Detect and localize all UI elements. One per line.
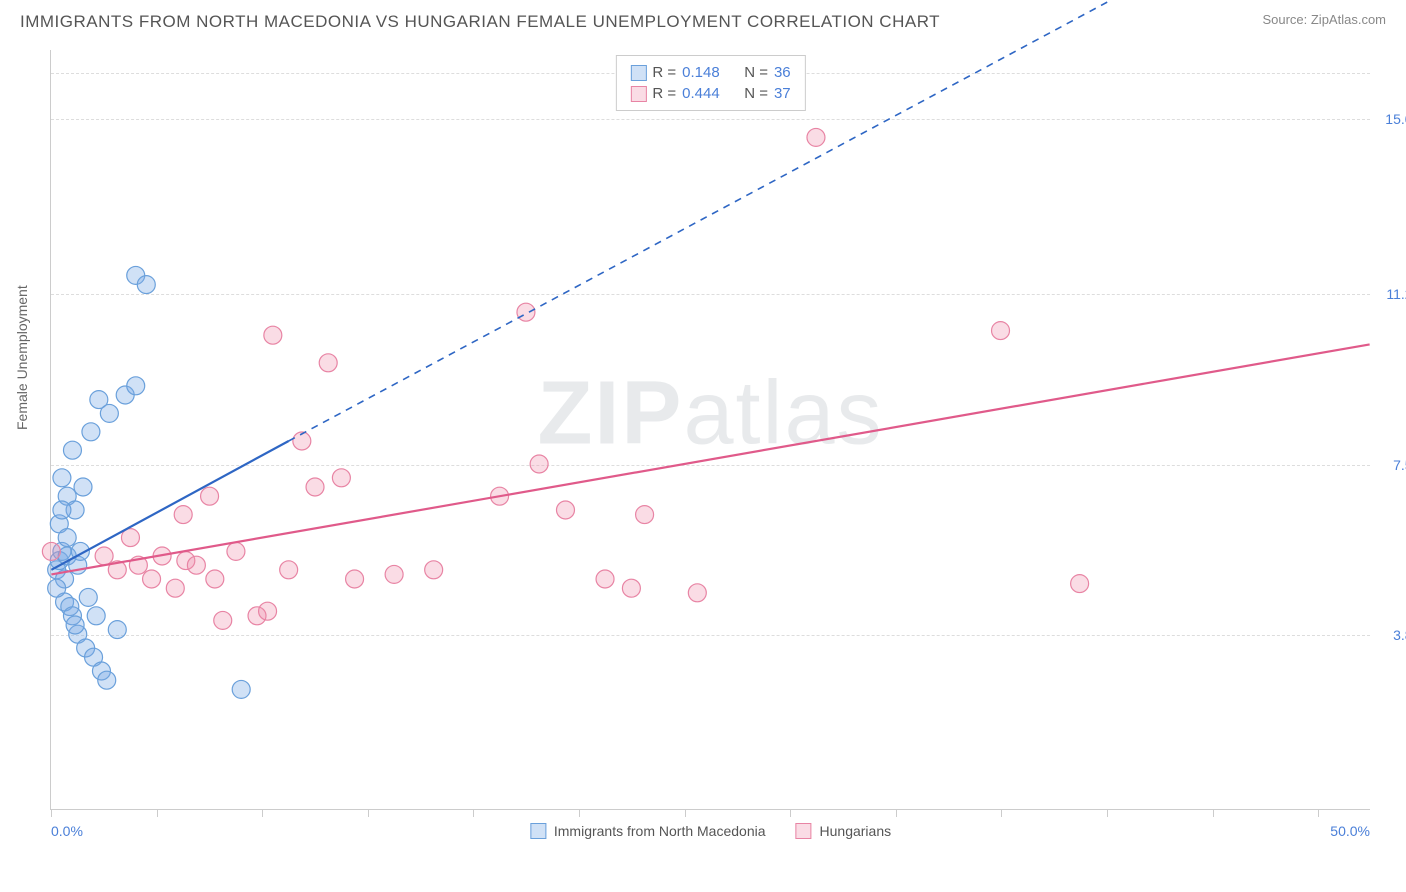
scatter-point (517, 303, 535, 321)
x-tick (1318, 809, 1319, 817)
scatter-point (174, 506, 192, 524)
x-axis-max-label: 50.0% (1330, 823, 1370, 839)
source-attribution: Source: ZipAtlas.com (1262, 12, 1386, 27)
trend-line-extrapolated (289, 0, 1370, 441)
x-tick (157, 809, 158, 817)
legend-row: R = 0.444 N = 37 (630, 83, 790, 104)
legend-item-label: Immigrants from North Macedonia (554, 823, 766, 839)
scatter-point (166, 579, 184, 597)
chart-plot-area: ZIPatlas R = 0.148 N = 36 R = 0.444 N = … (50, 50, 1370, 810)
scatter-point (385, 565, 403, 583)
x-tick (1107, 809, 1108, 817)
legend-series: Immigrants from North Macedonia Hungaria… (530, 823, 891, 839)
legend-n-label: N = (744, 85, 768, 102)
legend-r-value: 0.148 (682, 64, 720, 81)
legend-swatch-icon (630, 86, 646, 102)
legend-r-label: R = (652, 85, 676, 102)
scatter-point (82, 423, 100, 441)
scatter-point (319, 354, 337, 372)
header: IMMIGRANTS FROM NORTH MACEDONIA VS HUNGA… (0, 0, 1406, 40)
legend-item: Immigrants from North Macedonia (530, 823, 766, 839)
scatter-point (232, 680, 250, 698)
x-tick (685, 809, 686, 817)
scatter-point (259, 602, 277, 620)
scatter-point (42, 542, 60, 560)
y-axis-label: Female Unemployment (14, 285, 30, 430)
scatter-point (95, 547, 113, 565)
scatter-point (264, 326, 282, 344)
legend-n-value: 36 (774, 64, 791, 81)
scatter-svg (51, 50, 1370, 809)
legend-n-label: N = (744, 64, 768, 81)
scatter-point (58, 529, 76, 547)
scatter-point (596, 570, 614, 588)
scatter-point (53, 469, 71, 487)
scatter-point (79, 588, 97, 606)
legend-item-label: Hungarians (820, 823, 892, 839)
legend-n-value: 37 (774, 85, 791, 102)
scatter-point (1071, 575, 1089, 593)
scatter-point (100, 404, 118, 422)
scatter-point (530, 455, 548, 473)
scatter-point (187, 556, 205, 574)
legend-swatch-icon (530, 823, 546, 839)
scatter-point (992, 322, 1010, 340)
scatter-point (66, 616, 84, 634)
legend-swatch-icon (796, 823, 812, 839)
legend-r-value: 0.444 (682, 85, 720, 102)
scatter-point (53, 501, 71, 519)
scatter-point (137, 276, 155, 294)
y-tick-label: 7.5% (1393, 457, 1406, 473)
scatter-point (206, 570, 224, 588)
scatter-point (127, 377, 145, 395)
scatter-point (74, 478, 92, 496)
y-tick-label: 3.8% (1393, 627, 1406, 643)
x-axis-min-label: 0.0% (51, 823, 83, 839)
legend-swatch-icon (630, 65, 646, 81)
x-tick (51, 809, 52, 817)
scatter-point (557, 501, 575, 519)
scatter-point (227, 542, 245, 560)
x-tick (1213, 809, 1214, 817)
legend-item: Hungarians (796, 823, 892, 839)
trend-line (51, 441, 288, 570)
legend-correlation-box: R = 0.148 N = 36 R = 0.444 N = 37 (615, 55, 805, 111)
x-tick (262, 809, 263, 817)
scatter-point (622, 579, 640, 597)
y-tick-label: 11.2% (1386, 286, 1406, 302)
scatter-point (98, 671, 116, 689)
x-tick (790, 809, 791, 817)
chart-title: IMMIGRANTS FROM NORTH MACEDONIA VS HUNGA… (20, 12, 940, 32)
scatter-point (807, 128, 825, 146)
scatter-point (87, 607, 105, 625)
legend-r-label: R = (652, 64, 676, 81)
scatter-point (214, 611, 232, 629)
x-tick (896, 809, 897, 817)
x-tick (368, 809, 369, 817)
scatter-point (332, 469, 350, 487)
scatter-point (346, 570, 364, 588)
scatter-point (688, 584, 706, 602)
x-tick (1001, 809, 1002, 817)
scatter-point (201, 487, 219, 505)
scatter-point (636, 506, 654, 524)
trend-line (51, 344, 1369, 574)
scatter-point (306, 478, 324, 496)
scatter-point (143, 570, 161, 588)
scatter-point (48, 579, 66, 597)
scatter-point (425, 561, 443, 579)
scatter-point (108, 621, 126, 639)
legend-row: R = 0.148 N = 36 (630, 62, 790, 83)
x-tick (579, 809, 580, 817)
y-tick-label: 15.0% (1385, 111, 1406, 127)
scatter-point (63, 441, 81, 459)
scatter-point (280, 561, 298, 579)
x-tick (473, 809, 474, 817)
